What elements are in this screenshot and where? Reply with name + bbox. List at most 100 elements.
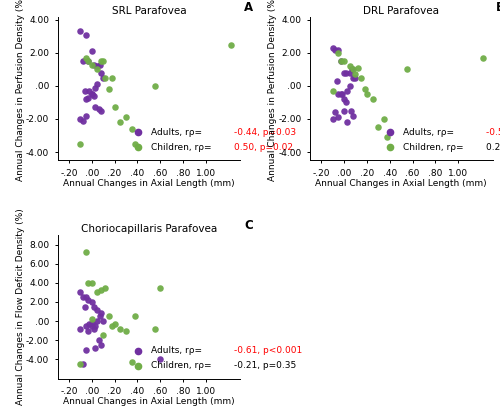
- Point: [105, 313, 113, 319]
- Point: [346, 83, 354, 89]
- Point: [88, 61, 96, 68]
- Text: Children, rρ=: Children, rρ=: [150, 143, 214, 152]
- Point: [342, 99, 350, 106]
- Point: [347, 107, 355, 114]
- Point: [90, 325, 98, 332]
- Point: [331, 109, 339, 116]
- Text: -0.21, p=0.35: -0.21, p=0.35: [234, 361, 296, 370]
- Point: [94, 337, 102, 344]
- Point: [76, 28, 84, 35]
- Title: DRL Parafovea: DRL Parafovea: [363, 6, 439, 16]
- Point: [374, 124, 382, 131]
- Point: [78, 361, 86, 367]
- Text: 0.24, p=0.35: 0.24, p=0.35: [486, 143, 500, 152]
- Point: [90, 61, 98, 68]
- Point: [340, 69, 348, 76]
- Text: Adults, rρ=: Adults, rρ=: [150, 128, 204, 137]
- Point: [96, 313, 104, 319]
- Point: [360, 86, 368, 93]
- Point: [88, 91, 96, 98]
- X-axis label: Annual Changes in Axial Length (mm): Annual Changes in Axial Length (mm): [63, 397, 234, 406]
- Point: [368, 96, 376, 102]
- Point: [346, 69, 354, 76]
- Point: [340, 107, 348, 114]
- Point: [97, 107, 105, 114]
- Y-axis label: Annual Changes in Perfusion Density (%): Annual Changes in Perfusion Density (%): [268, 0, 277, 181]
- Text: -0.53, p=0.01: -0.53, p=0.01: [486, 128, 500, 137]
- Point: [403, 66, 411, 73]
- Point: [348, 66, 356, 73]
- Point: [384, 134, 392, 141]
- Point: [84, 297, 92, 303]
- Point: [76, 116, 84, 122]
- Point: [122, 114, 130, 121]
- Point: [150, 83, 158, 89]
- Point: [96, 61, 104, 68]
- Point: [328, 45, 336, 51]
- Point: [336, 58, 344, 64]
- Point: [110, 104, 118, 111]
- Point: [363, 91, 371, 98]
- Point: [82, 32, 90, 38]
- Point: [128, 359, 136, 366]
- Point: [84, 94, 92, 101]
- Point: [131, 313, 139, 319]
- Point: [328, 88, 336, 94]
- Point: [91, 344, 99, 351]
- Point: [336, 91, 344, 98]
- Point: [88, 299, 96, 305]
- Point: [82, 347, 90, 353]
- Point: [82, 322, 90, 329]
- Point: [97, 69, 105, 76]
- Point: [78, 294, 86, 300]
- Text: Children, rρ=: Children, rρ=: [150, 361, 214, 370]
- Point: [349, 74, 357, 81]
- Point: [94, 306, 102, 313]
- Text: Adults, rρ=: Adults, rρ=: [403, 128, 457, 137]
- Point: [354, 64, 362, 71]
- Point: [81, 303, 89, 310]
- Point: [88, 322, 96, 329]
- Text: B: B: [496, 1, 500, 14]
- Point: [76, 141, 84, 147]
- Point: [338, 91, 345, 98]
- Point: [352, 71, 360, 78]
- Point: [97, 58, 105, 64]
- X-axis label: Annual Changes in Axial Length (mm): Annual Changes in Axial Length (mm): [63, 179, 234, 188]
- Text: Adults, rρ=: Adults, rρ=: [150, 346, 204, 355]
- X-axis label: Annual Changes in Axial Length (mm): Annual Changes in Axial Length (mm): [316, 179, 487, 188]
- Point: [344, 88, 351, 94]
- Point: [84, 58, 92, 64]
- Point: [82, 54, 90, 61]
- Point: [108, 322, 116, 329]
- Point: [105, 86, 113, 93]
- Point: [84, 58, 92, 64]
- Point: [334, 114, 342, 121]
- Point: [94, 106, 102, 112]
- Point: [227, 41, 235, 48]
- Point: [380, 116, 388, 122]
- Point: [334, 46, 342, 53]
- Point: [99, 318, 107, 324]
- Point: [352, 74, 360, 81]
- Point: [156, 284, 164, 291]
- Point: [88, 91, 96, 98]
- Point: [94, 81, 102, 88]
- Point: [97, 287, 105, 294]
- Title: SRL Parafovea: SRL Parafovea: [112, 6, 186, 16]
- Point: [349, 66, 357, 73]
- Point: [88, 316, 96, 322]
- Point: [349, 112, 357, 119]
- Point: [86, 321, 94, 327]
- Y-axis label: Annual Changes in Flow Deficit Density (%): Annual Changes in Flow Deficit Density (…: [16, 208, 24, 405]
- Point: [336, 58, 344, 64]
- Point: [150, 325, 158, 332]
- Point: [156, 356, 164, 363]
- Point: [91, 104, 99, 111]
- Point: [99, 74, 107, 81]
- Text: -0.61, p<0.001: -0.61, p<0.001: [234, 346, 302, 355]
- Point: [84, 280, 92, 286]
- Text: Children, rρ=: Children, rρ=: [403, 143, 466, 152]
- Point: [480, 54, 488, 61]
- Point: [82, 249, 90, 255]
